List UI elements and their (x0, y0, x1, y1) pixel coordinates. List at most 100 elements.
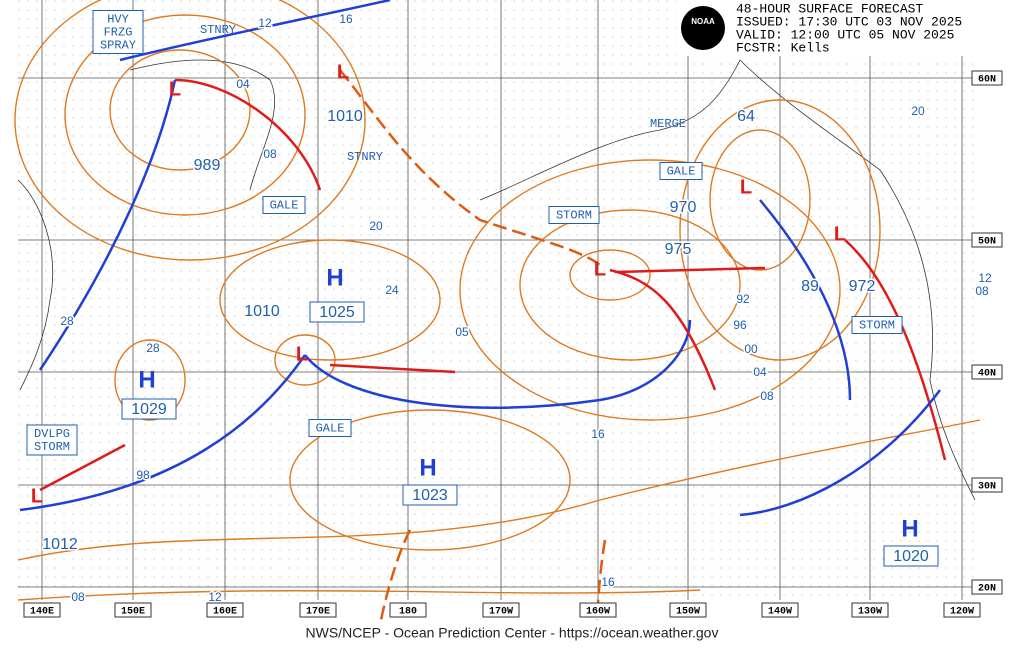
isobar-label: 00 (744, 342, 758, 356)
warning-box (659, 162, 703, 180)
isobar-label: 20 (911, 104, 925, 118)
lat-label: 60N (978, 75, 996, 86)
warning-text: GALE (270, 199, 299, 213)
pressure-box (402, 484, 458, 506)
low-pressure: 972 (849, 278, 876, 295)
warning-box (851, 316, 903, 334)
low-symbol: L (834, 223, 846, 245)
high-symbol: H (901, 515, 918, 542)
low-symbol: L (169, 78, 181, 100)
lat-label-box (971, 364, 1003, 380)
isobar-label: 08 (975, 284, 989, 298)
isobar-label: 08 (760, 389, 774, 403)
warning-text: SPRAY (100, 39, 136, 53)
header-title: 48-HOUR SURFACE FORECAST (736, 1, 923, 16)
warning-text: STORM (556, 209, 592, 223)
header-valid: VALID: 12:00 UTC 05 NOV 2025 (736, 27, 954, 42)
lon-label: 160E (213, 607, 237, 618)
lon-label: 180 (399, 607, 417, 618)
isobar-label: 28 (146, 341, 160, 355)
isobar-label: 98 (136, 468, 150, 482)
warning-text: FRZG (104, 26, 133, 40)
lon-label-box (206, 602, 244, 618)
low-pressure: 1012 (42, 536, 78, 553)
lat-label-box (971, 579, 1003, 595)
lat-label-box (971, 232, 1003, 248)
warning-box (308, 419, 352, 437)
warning-box (26, 424, 78, 456)
high-symbol: H (326, 264, 343, 291)
isobars (14, 0, 981, 601)
isobar-label: 05 (455, 325, 469, 339)
low-symbol: L (337, 61, 349, 83)
isobar-label: 96 (733, 318, 747, 332)
front-note: MERGE (650, 117, 686, 131)
warning-text: STORM (859, 319, 895, 333)
labels: 140E 150E 160E 170E 180 170W 160W 150W 140W 130W 1… (23, 10, 1003, 618)
isobar-label: 92 (736, 292, 750, 306)
warning-box (548, 206, 600, 224)
logo-text: NOAA (691, 17, 715, 26)
lon-label-box (669, 602, 707, 618)
isobar-label: 28 (60, 314, 74, 328)
lon-label: 170W (489, 607, 513, 618)
isobar-label: 20 (369, 219, 383, 233)
lon-label: 170E (306, 607, 330, 618)
lon-label-box (761, 602, 799, 618)
header-forecaster: FCSTR: Kells (736, 40, 830, 55)
lat-label: 20N (978, 584, 996, 595)
front-note: STNRY (200, 23, 236, 37)
low-pressure: 1010 (327, 108, 363, 125)
high-pressure: 1020 (893, 548, 929, 565)
lon-label: 140E (30, 607, 54, 618)
lat-label: 40N (978, 369, 996, 380)
isobar-label: 08 (71, 590, 85, 604)
low-symbol: L (594, 258, 606, 280)
isobar-label: 16 (601, 575, 615, 589)
isobar-label: 08 (263, 147, 277, 161)
lon-label-box (482, 602, 520, 618)
isobar-label: 16 (591, 427, 605, 441)
lon-label: 120W (950, 607, 974, 618)
front-note: STNRY (347, 150, 383, 164)
warning-box (92, 10, 144, 54)
lon-label-box (851, 602, 889, 618)
high-pressure: 1023 (412, 487, 448, 504)
low-symbol: L (296, 343, 308, 365)
lon-label-box (389, 602, 427, 618)
isobar-label: 12 (258, 16, 272, 30)
coastlines (17, 59, 976, 501)
high-pressure: 1029 (131, 401, 167, 418)
isobar-label: 12 (208, 590, 222, 604)
warning-text: HVY (107, 13, 129, 27)
lon-label: 160W (586, 607, 610, 618)
lon-label: 150W (676, 607, 700, 618)
low-pressure: 975 (665, 241, 692, 258)
lon-label: 130W (858, 607, 882, 618)
high-symbol: H (138, 366, 155, 393)
lon-label: 150E (121, 607, 145, 618)
isobar-label: 04 (236, 77, 250, 91)
isobar-label: 64 (737, 108, 755, 125)
high-pressure: 1025 (319, 304, 355, 321)
isobar-label: 24 (385, 283, 399, 297)
warning-text: GALE (667, 165, 696, 179)
lon-label-box (23, 602, 61, 618)
low-pressure: 1010 (244, 303, 280, 320)
warning-box (262, 196, 306, 214)
lon-label: 140W (768, 607, 792, 618)
warning-text: DVLPG (34, 427, 70, 441)
lat-label: 30N (978, 482, 996, 493)
isobar-label: 04 (753, 365, 767, 379)
high-symbol: H (419, 454, 436, 481)
lon-label-box (579, 602, 617, 618)
pressure-box (121, 398, 177, 420)
isobar-label: 16 (339, 12, 353, 26)
warning-text: GALE (316, 422, 345, 436)
lon-label-box (114, 602, 152, 618)
pressure-box (309, 301, 365, 323)
warning-text: STORM (34, 440, 70, 454)
lon-label-box (299, 602, 337, 618)
isobar-label: 89 (801, 278, 819, 295)
